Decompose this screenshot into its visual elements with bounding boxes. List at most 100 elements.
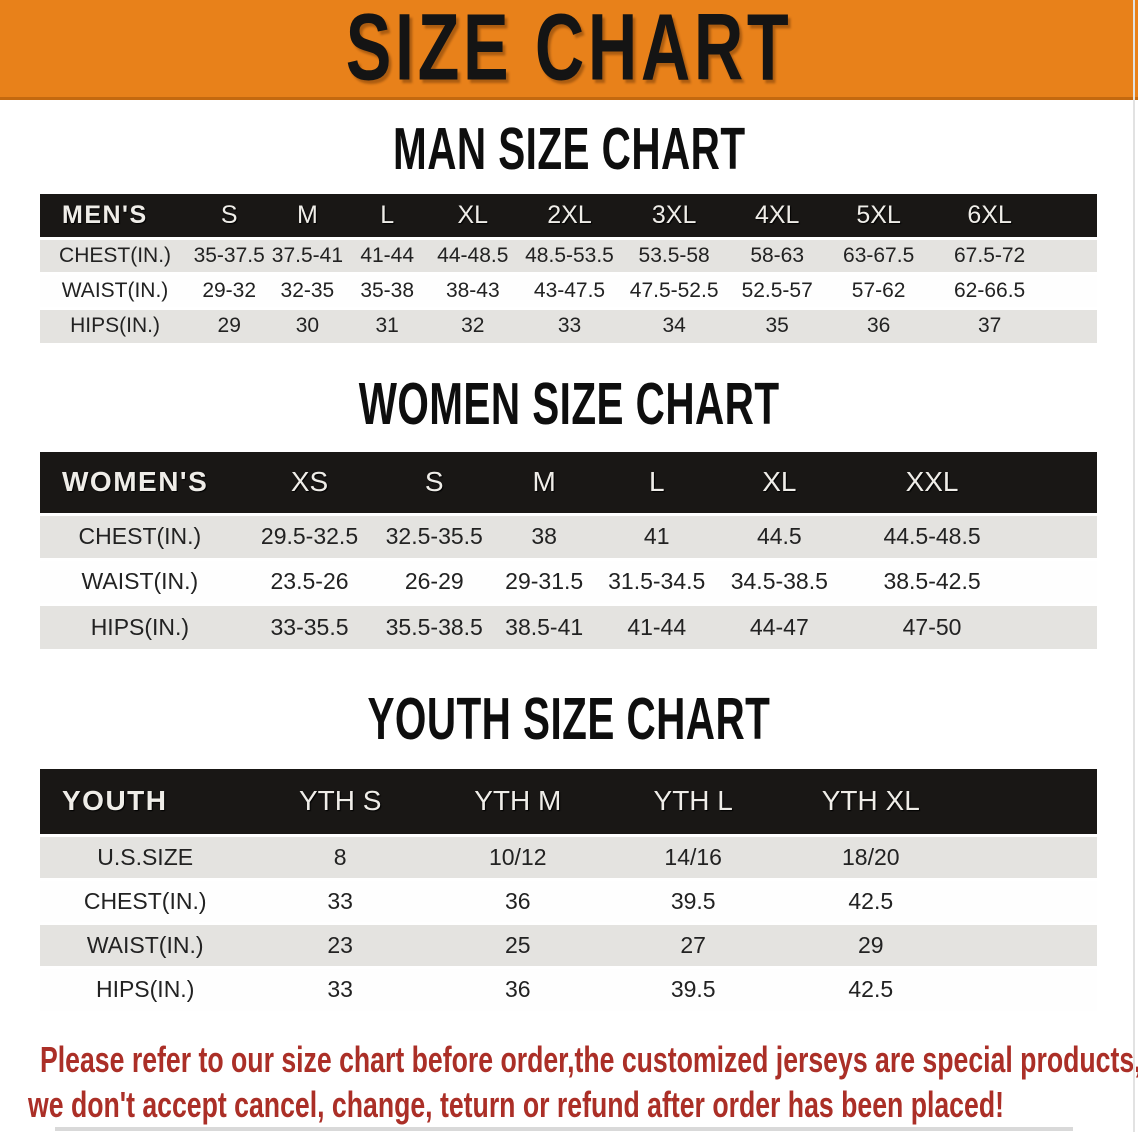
men-cell: 52.5-57	[726, 271, 828, 308]
youth-row-spacer	[960, 833, 1097, 879]
women-cell: 33-35.5	[239, 602, 380, 649]
women-cell: 38.5-41	[489, 602, 600, 649]
youth-size-chart-section: YOUTH SIZE CHART YOUTH YTH S YTH M YTH L YTH …	[0, 686, 1138, 1011]
image-edge-line-bottom	[55, 1127, 1073, 1131]
men-cell: 38-43	[427, 271, 518, 308]
men-cell: 53.5-58	[621, 236, 727, 273]
women-column-header-xs: XS	[290, 466, 329, 498]
women-cell: 29-31.5	[489, 557, 600, 604]
men-cell: 29	[190, 306, 269, 343]
youth-table-corner-label: YOUTH	[62, 785, 168, 817]
women-cell: 29.5-32.5	[239, 512, 380, 559]
youth-cell: 10/12	[430, 833, 606, 879]
men-column-header-m: M	[296, 200, 318, 229]
men-row-label: CHEST(IN.)	[40, 236, 191, 273]
youth-row-spacer	[960, 965, 1097, 1011]
men-row-chest-in-: CHEST(IN.) 35-37.5 37.5-41 41-44 44-48.5 48.5…	[40, 236, 1097, 273]
women-column-header-xxl: XXL	[905, 466, 959, 498]
youth-row-spacer	[960, 921, 1097, 967]
women-cell: 23.5-26	[239, 557, 380, 604]
women-size-table: WOMEN'S XS S M L XL XXL CHEST(IN.) 29.5-32.5 32.5…	[40, 452, 1097, 649]
men-cell: 48.5-53.5	[517, 236, 622, 273]
women-row-spacer	[1019, 512, 1097, 559]
men-heading-label: MAN SIZE CHART	[392, 114, 746, 182]
size-chart-sections: MAN SIZE CHART MEN'S S M L XL 2XL 3XL 4XL 5XL 6XL C…	[0, 117, 1138, 1011]
men-cell: 44-48.5	[427, 236, 518, 273]
youth-size-table: YOUTH YTH S YTH M YTH L YTH XL U.S.SIZE 8 10/12…	[40, 769, 1097, 1011]
women-row-waist-in-: WAIST(IN.) 23.5-26 26-29 29-31.5 31.5-34.5 34…	[40, 557, 1097, 604]
women-row-label: WAIST(IN.)	[40, 557, 240, 604]
image-edge-line-right	[1133, 0, 1135, 1132]
youth-row-waist-in-: WAIST(IN.) 23 25 27 29	[40, 921, 1097, 967]
youth-cell: 33	[250, 965, 431, 1011]
size-chart-banner: SIZE CHART	[0, 0, 1138, 101]
men-cell: 31	[346, 306, 428, 343]
men-cell: 35-37.5	[190, 236, 269, 273]
women-row-spacer	[1019, 602, 1097, 649]
youth-cell: 29	[780, 921, 961, 967]
men-cell: 32-35	[268, 271, 347, 308]
men-cell: 29-32	[190, 271, 269, 308]
men-cell: 43-47.5	[517, 271, 622, 308]
youth-cell: 36	[430, 965, 606, 1011]
youth-column-header-yth-xl: YTH XL	[821, 785, 920, 817]
women-row-label: HIPS(IN.)	[40, 602, 240, 649]
women-row-hips-in-: HIPS(IN.) 33-35.5 35.5-38.5 38.5-41 41-44 44-…	[40, 602, 1097, 649]
women-column-header-l: L	[648, 466, 665, 498]
men-size-table: MEN'S S M L XL 2XL 3XL 4XL 5XL 6XL CHEST(IN.) 35-37…	[40, 194, 1097, 343]
men-cell: 35	[726, 306, 828, 343]
men-column-header-2xl: 2XL	[547, 200, 592, 229]
size-chart-title: SIZE CHART	[345, 0, 793, 101]
youth-row-hips-in-: HIPS(IN.) 33 36 39.5 42.5	[40, 965, 1097, 1011]
youth-row-spacer	[960, 877, 1097, 923]
youth-row-label: U.S.SIZE	[40, 833, 251, 879]
men-cell: 34	[621, 306, 727, 343]
youth-cell: 36	[430, 877, 606, 923]
men-cell: 58-63	[726, 236, 828, 273]
men-row-spacer	[1049, 236, 1097, 273]
women-row-chest-in-: CHEST(IN.) 29.5-32.5 32.5-35.5 38 41 44.5 44.5…	[40, 512, 1097, 559]
men-size-chart-heading: MAN SIZE CHART	[0, 117, 1138, 179]
youth-cell: 18/20	[780, 833, 961, 879]
women-column-header-m: M	[532, 466, 556, 498]
youth-cell: 33	[250, 877, 431, 923]
men-row-label: WAIST(IN.)	[40, 271, 191, 308]
men-cell: 47.5-52.5	[621, 271, 727, 308]
women-cell: 41-44	[599, 602, 715, 649]
disclaimer-text: Please refer to our size chart before or…	[28, 1037, 1138, 1127]
disclaimer-line-1: Please refer to our size chart before or…	[40, 1039, 1138, 1080]
youth-row-label: HIPS(IN.)	[40, 965, 251, 1011]
women-cell: 38	[489, 512, 600, 559]
women-column-header-s: S	[424, 466, 444, 498]
youth-cell: 27	[605, 921, 781, 967]
women-column-header-xl: XL	[762, 466, 797, 498]
youth-column-header-yth-l: YTH L	[653, 785, 733, 817]
men-row-spacer	[1049, 271, 1097, 308]
men-row-label: HIPS(IN.)	[40, 306, 191, 343]
men-cell: 32	[427, 306, 518, 343]
men-column-header-5xl: 5XL	[856, 200, 901, 229]
youth-cell: 42.5	[780, 965, 961, 1011]
men-column-header-6xl: 6XL	[967, 200, 1012, 229]
men-cell: 41-44	[346, 236, 428, 273]
youth-row-label: CHEST(IN.)	[40, 877, 251, 923]
youth-column-header-yth-m: YTH M	[474, 785, 562, 817]
men-table-corner-label: MEN'S	[62, 200, 148, 229]
youth-row-label: WAIST(IN.)	[40, 921, 251, 967]
men-column-header-s: S	[220, 200, 238, 229]
women-heading-label: WOMEN SIZE CHART	[358, 369, 780, 437]
women-cell: 41	[599, 512, 715, 559]
youth-size-chart-heading: YOUTH SIZE CHART	[0, 686, 1138, 751]
women-table-corner-label: WOMEN'S	[62, 466, 209, 498]
youth-header-spacer	[961, 769, 1097, 835]
youth-cell: 14/16	[605, 833, 781, 879]
women-row-spacer	[1019, 557, 1097, 604]
women-cell: 35.5-38.5	[379, 602, 490, 649]
women-row-label: CHEST(IN.)	[40, 512, 240, 559]
men-cell: 36	[827, 306, 930, 343]
men-column-header-3xl: 3XL	[651, 200, 697, 229]
men-cell: 67.5-72	[929, 236, 1050, 273]
women-cell: 38.5-42.5	[844, 557, 1020, 604]
men-cell: 62-66.5	[929, 271, 1050, 308]
